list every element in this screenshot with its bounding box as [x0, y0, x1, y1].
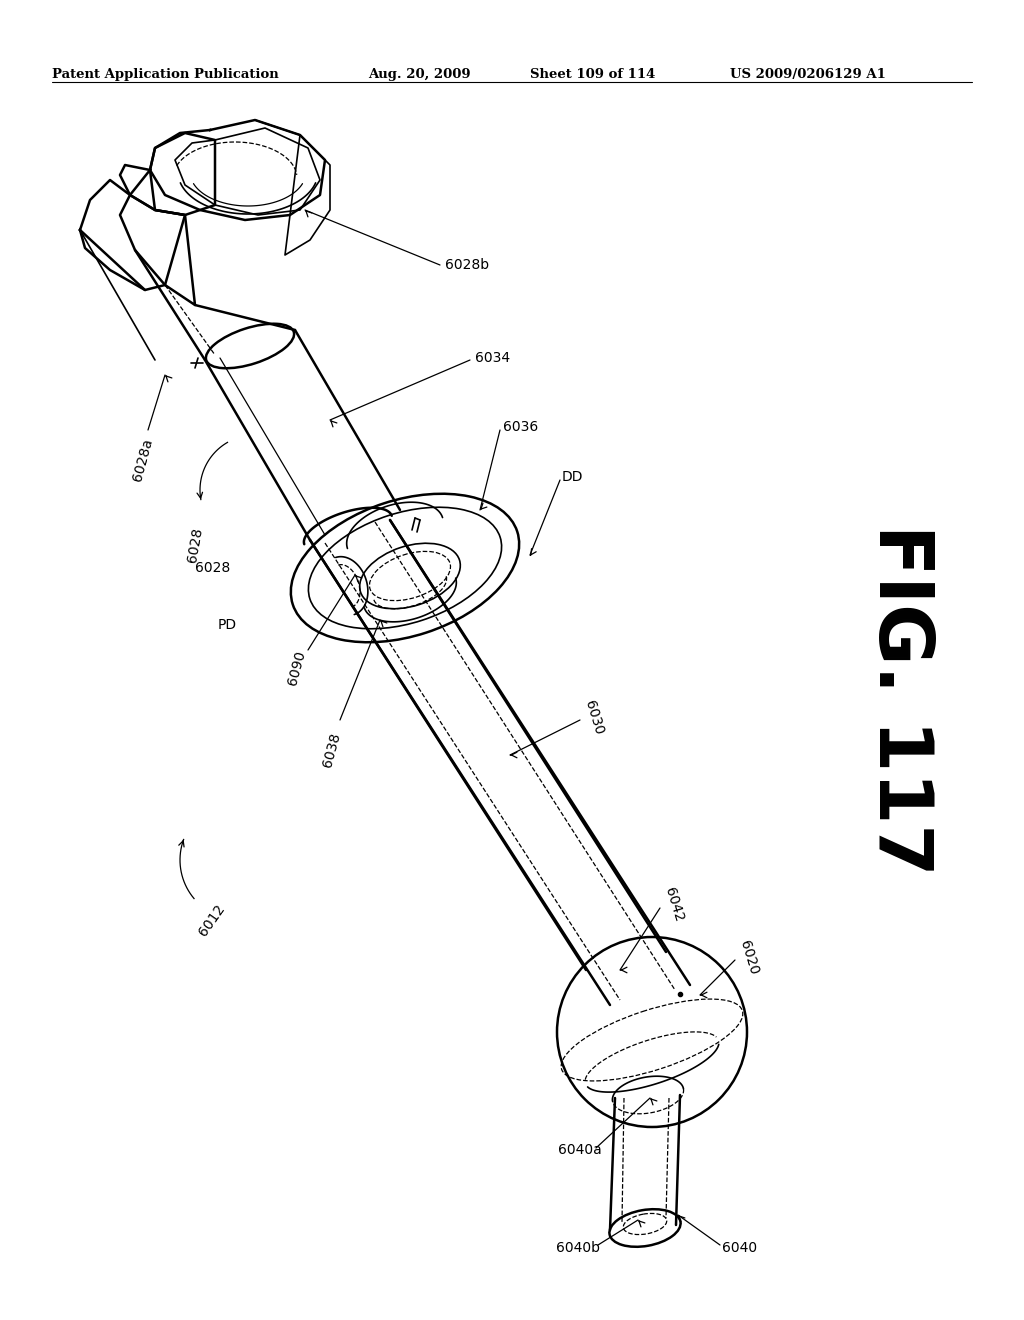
Text: 6028: 6028 [185, 527, 205, 564]
Text: 6040a: 6040a [558, 1143, 602, 1158]
Text: FIG. 117: FIG. 117 [863, 524, 937, 875]
Text: DD: DD [562, 470, 584, 484]
Text: 6038: 6038 [319, 731, 343, 768]
Text: 6028b: 6028b [445, 257, 489, 272]
Text: 6028a: 6028a [130, 437, 155, 483]
Text: 6020: 6020 [737, 939, 761, 977]
Text: US 2009/0206129 A1: US 2009/0206129 A1 [730, 69, 886, 81]
Text: Patent Application Publication: Patent Application Publication [52, 69, 279, 81]
Text: 6090: 6090 [285, 649, 307, 686]
Text: Aug. 20, 2009: Aug. 20, 2009 [368, 69, 471, 81]
Text: 6040b: 6040b [556, 1241, 600, 1255]
Text: 6042: 6042 [662, 886, 686, 924]
Text: 6028: 6028 [195, 561, 230, 576]
Text: Sheet 109 of 114: Sheet 109 of 114 [530, 69, 655, 81]
Text: 6030: 6030 [582, 700, 605, 737]
Text: 6036: 6036 [503, 420, 539, 434]
Text: 6040: 6040 [722, 1241, 757, 1255]
Text: 6034: 6034 [475, 351, 510, 366]
Text: PD: PD [218, 618, 238, 632]
Text: 6012: 6012 [196, 902, 227, 939]
